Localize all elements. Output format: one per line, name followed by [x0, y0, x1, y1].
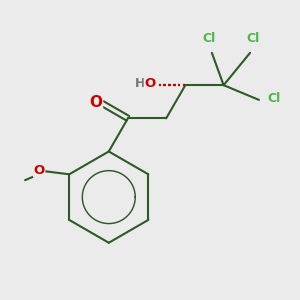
Text: O: O: [34, 164, 45, 177]
Text: Cl: Cl: [246, 32, 260, 45]
Text: H: H: [134, 77, 145, 90]
Text: Cl: Cl: [268, 92, 281, 105]
Text: Cl: Cl: [202, 32, 215, 45]
Text: O: O: [89, 94, 102, 110]
Text: O: O: [144, 77, 156, 90]
